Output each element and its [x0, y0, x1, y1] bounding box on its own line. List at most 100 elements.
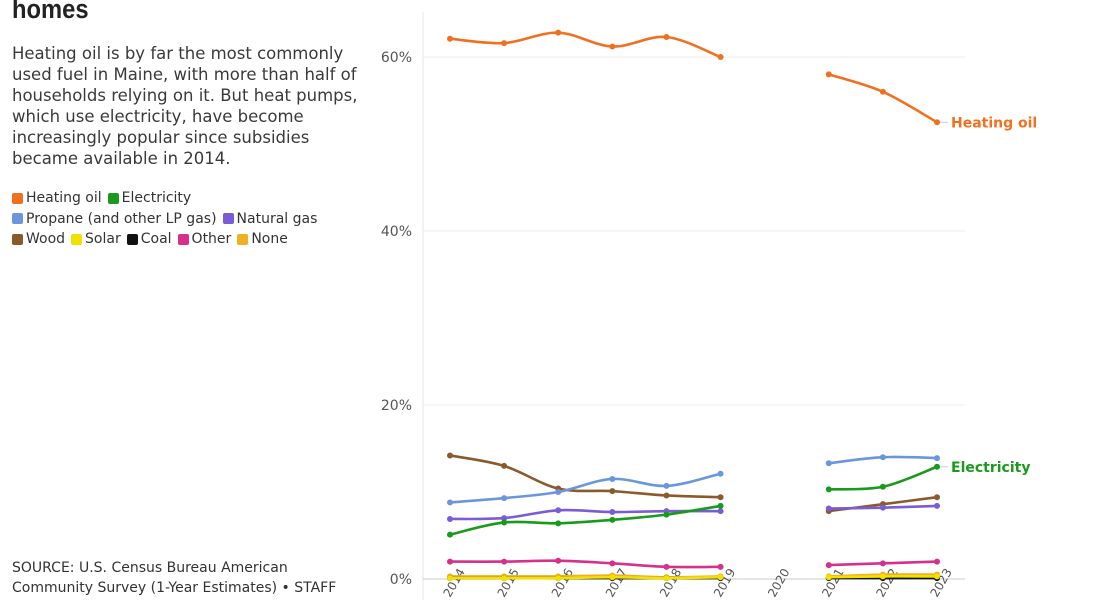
data-point-other [555, 557, 562, 564]
legend-swatch [126, 233, 138, 245]
series-line-electricity [448, 504, 722, 536]
data-point-heating-oil [879, 88, 886, 95]
series-line-wood [448, 454, 722, 499]
legend-row: Heating oil Electricity [12, 188, 357, 209]
y-tick-label: 20% [381, 398, 412, 414]
end-label-heating-oil: Heating oil [951, 115, 1037, 131]
legend-label: Wood [26, 231, 66, 248]
data-point-solar [447, 575, 453, 582]
data-point-electricity [934, 463, 940, 470]
legend-swatch [12, 192, 23, 204]
legend-label: Propane (and other LP gas) [26, 210, 217, 227]
data-point-wood [447, 452, 453, 459]
legend-item-wood[interactable]: Wood [12, 231, 65, 247]
legend-swatch [237, 233, 249, 245]
data-point-electricity [825, 486, 832, 493]
x-tick-label: 2020 [765, 566, 792, 599]
data-point-propane-and-other-lp-gas [501, 495, 508, 502]
legend-item-natural-gas[interactable]: Natural gas [222, 210, 318, 227]
legend-label: Heating oil [26, 190, 102, 207]
data-point-wood [609, 488, 616, 495]
end-label-electricity: Electricity [951, 460, 1030, 476]
data-point-natural-gas [717, 508, 724, 515]
data-point-natural-gas [934, 502, 940, 509]
x-tick-label: 2021 [819, 566, 846, 599]
legend-item-other[interactable]: Other [177, 231, 232, 248]
data-point-solar [555, 575, 562, 582]
y-tick-label: 0% [390, 572, 412, 588]
data-point-natural-gas [447, 515, 453, 522]
legend-item-none[interactable]: None [237, 231, 288, 247]
data-point-propane-and-other-lp-gas [879, 454, 886, 461]
data-point-other [879, 560, 886, 567]
data-point-solar [717, 574, 724, 581]
legend-label: Coal [140, 231, 172, 248]
legend-swatch [107, 192, 119, 204]
data-point-solar [609, 574, 616, 581]
data-point-solar [879, 573, 886, 580]
legend-row: Wood Solar Coal Other None [12, 229, 357, 250]
legend-item-propane[interactable]: Propane (and other LP gas) [12, 211, 217, 227]
data-point-other [663, 563, 670, 570]
legend-swatch [12, 213, 23, 225]
data-point-natural-gas [609, 509, 616, 516]
x-tick-label: 2022 [873, 566, 900, 599]
data-point-other [609, 560, 616, 567]
data-point-solar [663, 575, 670, 582]
series-line-heating-oil [448, 31, 722, 59]
data-point-heating-oil [501, 40, 508, 47]
source-note: SOURCE: U.S. Census Bureau American Comm… [12, 560, 337, 596]
legend-swatch [177, 233, 189, 245]
data-point-wood [501, 462, 508, 469]
x-tick-label: 2019 [711, 566, 738, 599]
page-title: homes [12, 0, 89, 24]
x-tick-label: 2018 [657, 566, 684, 599]
data-point-heating-oil [663, 33, 670, 40]
data-point-electricity [555, 520, 562, 527]
data-point-electricity [609, 516, 616, 523]
data-point-natural-gas [879, 504, 886, 511]
data-point-propane-and-other-lp-gas [663, 482, 670, 489]
legend-item-solar[interactable]: Solar [71, 231, 121, 247]
legend-label: None [251, 231, 288, 248]
data-point-electricity [663, 511, 670, 518]
data-point-propane-and-other-lp-gas [609, 475, 616, 482]
data-point-wood [663, 492, 670, 499]
data-point-natural-gas [825, 505, 832, 512]
data-point-natural-gas [501, 515, 508, 522]
data-point-propane-and-other-lp-gas [447, 499, 453, 506]
legend-label: Other [191, 231, 232, 248]
data-point-electricity [447, 531, 453, 538]
x-tick-label: 2016 [549, 566, 576, 599]
y-tick-label: 40% [381, 224, 412, 240]
data-point-other [447, 558, 453, 565]
legend-item-electricity[interactable]: Electricity [107, 190, 192, 207]
series-line-solar [448, 575, 722, 580]
data-point-heating-oil [717, 54, 724, 60]
data-point-other [825, 562, 832, 569]
data-point-propane-and-other-lp-gas [825, 460, 832, 467]
data-point-other [934, 558, 940, 565]
legend-label: Solar [85, 231, 121, 248]
data-point-propane-and-other-lp-gas [555, 489, 562, 495]
data-point-heating-oil [555, 29, 562, 36]
data-point-propane-and-other-lp-gas [934, 455, 940, 462]
data-point-natural-gas [555, 507, 562, 514]
legend-label: Natural gas [236, 210, 318, 227]
x-tick-label: 2023 [927, 566, 954, 599]
chart-description: Heating oil is by far the most commonly … [12, 44, 358, 168]
legend-item-heating-oil[interactable]: Heating oil [12, 190, 102, 206]
legend-item-coal[interactable]: Coal [126, 231, 172, 248]
x-tick-label: 2015 [495, 566, 522, 599]
data-point-electricity [879, 483, 886, 490]
legend-swatch [12, 233, 23, 245]
x-tick-label: 2014 [440, 566, 467, 599]
series-line-propane-and-other-lp-gas [448, 472, 722, 504]
legend-swatch [71, 233, 83, 245]
legend-label: Electricity [121, 190, 192, 207]
series-line-other [448, 559, 722, 569]
data-point-other [501, 558, 508, 565]
x-tick-label: 2017 [603, 566, 630, 599]
data-point-propane-and-other-lp-gas [717, 470, 724, 477]
